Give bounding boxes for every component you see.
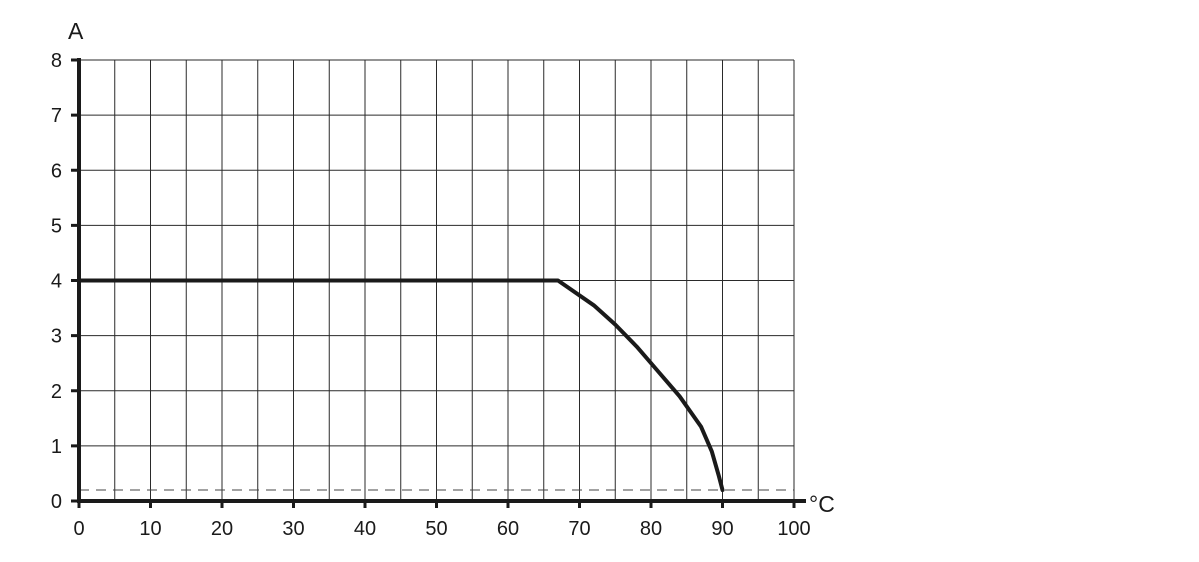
y-tick-label: 5 — [51, 215, 62, 237]
x-tick-label: 30 — [282, 518, 304, 540]
y-tick-label: 7 — [51, 105, 62, 127]
y-tick-label: 2 — [51, 381, 62, 403]
y-axis-ticks: 0 1 2 3 4 5 6 7 8 — [51, 50, 79, 513]
x-tick-label: 10 — [139, 518, 161, 540]
y-tick-label: 4 — [51, 271, 62, 293]
x-tick-label: 0 — [73, 518, 84, 540]
x-tick-label: 100 — [777, 518, 810, 540]
x-axis-ticks: 0 10 20 30 40 50 60 70 80 90 100 — [73, 501, 811, 540]
series-line — [77, 278, 725, 492]
x-tick-label: 50 — [425, 518, 447, 540]
x-tick-label: 70 — [568, 518, 590, 540]
y-tick-label: 0 — [51, 491, 62, 513]
x-tick-label: 20 — [211, 518, 233, 540]
y-tick-label: 6 — [51, 160, 62, 182]
y-tick-label: 3 — [51, 326, 62, 348]
x-tick-label: 40 — [354, 518, 376, 540]
y-tick-label: 1 — [51, 436, 62, 458]
y-tick-label: 8 — [51, 50, 62, 72]
x-tick-label: 60 — [497, 518, 519, 540]
x-tick-label: 80 — [640, 518, 662, 540]
y-axis-label: A — [68, 18, 84, 44]
x-tick-label: 90 — [711, 518, 733, 540]
x-axis-label: °C — [809, 491, 835, 517]
